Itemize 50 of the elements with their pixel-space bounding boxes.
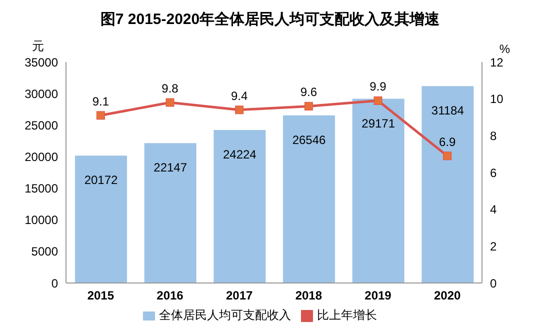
- point: [166, 98, 174, 107]
- x-tick-label: 2020: [434, 288, 462, 303]
- data-label: 24224: [222, 148, 257, 162]
- y-tick-label: 15000: [24, 182, 58, 196]
- y-tick-label: 0: [51, 276, 58, 290]
- data-label: 9.4: [230, 88, 248, 103]
- y-tick-label: 10000: [24, 213, 58, 228]
- point: [304, 102, 313, 110]
- y-tick-label: 35000: [24, 55, 58, 70]
- x-tick-label: 2016: [156, 288, 184, 303]
- data-label: 9.8: [162, 82, 179, 96]
- y-tick-label: 20000: [24, 150, 58, 164]
- chart-title: 图7 2015-2020年全体居民人均可支配收入及其增速: [99, 10, 441, 30]
- y-tick-label: 30000: [24, 86, 58, 101]
- data-label: 9.1: [92, 94, 110, 108]
- data-label: 9.6: [300, 85, 318, 100]
- y2-tick-label: 2: [490, 239, 497, 254]
- y-tick-label: 25000: [24, 118, 58, 132]
- y2-tick-label: 4: [490, 202, 497, 217]
- y2-tick-label: 0: [490, 276, 497, 290]
- x-tick-label: 2017: [226, 288, 254, 303]
- bar: [422, 86, 474, 283]
- y2-tick-label: 8: [490, 128, 497, 143]
- data-label: 20172: [84, 173, 118, 188]
- point: [443, 152, 452, 160]
- point: [235, 106, 244, 114]
- y2-axis-title: %: [499, 42, 510, 56]
- point: [96, 111, 105, 120]
- y2-tick-label: 12: [490, 55, 504, 70]
- y-tick-label: 5000: [31, 244, 58, 259]
- bar: [144, 143, 196, 283]
- bar: [352, 98, 404, 283]
- bar: [283, 115, 335, 283]
- x-tick-label: 2019: [364, 288, 392, 303]
- y2-tick-label: 6: [490, 166, 497, 180]
- y-axis-title: 元: [32, 38, 44, 55]
- legend-label: 比上年增长: [317, 308, 377, 322]
- x-tick-label: 2018: [295, 288, 322, 303]
- x-tick-label: 2015: [87, 288, 114, 303]
- data-label: 9.9: [370, 80, 387, 94]
- bar: [75, 156, 127, 283]
- data-label: 29171: [362, 116, 396, 130]
- bar: [214, 130, 266, 283]
- data-label: 31184: [431, 104, 464, 118]
- point: [374, 96, 382, 105]
- data-label: 26546: [292, 132, 326, 147]
- legend-label: 全体居民人均可支配收入: [159, 308, 291, 322]
- data-label: 22147: [154, 160, 188, 175]
- y2-tick-label: 10: [490, 92, 504, 106]
- data-label: 6.9: [438, 134, 456, 149]
